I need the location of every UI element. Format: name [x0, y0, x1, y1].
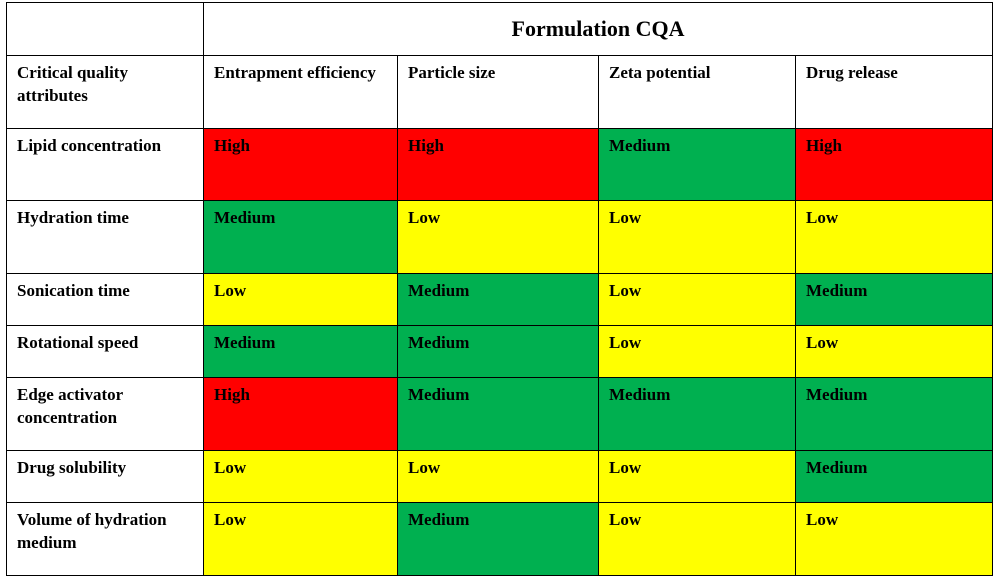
table-row: Rotational speed Medium Medium Low Low	[6, 325, 994, 378]
risk-cell: Medium	[794, 273, 994, 326]
corner-blank-cell	[6, 2, 204, 56]
risk-cell: High	[397, 128, 599, 201]
risk-cell: High	[203, 128, 398, 201]
risk-cell: Low	[794, 502, 994, 576]
table-row: Hydration time Medium Low Low Low	[6, 200, 994, 274]
risk-cell: Medium	[598, 128, 796, 201]
table-row: Edge activator concentration High Medium…	[6, 377, 994, 451]
table-title: Formulation CQA	[202, 2, 994, 56]
title-row: Formulation CQA	[6, 2, 994, 56]
risk-cell: Medium	[203, 200, 398, 274]
risk-cell: Medium	[794, 377, 994, 451]
table-row: Lipid concentration High High Medium Hig…	[6, 128, 994, 201]
column-header: Entrapment efficiency	[203, 55, 398, 129]
row-label: Sonication time	[6, 273, 204, 326]
table-row: Drug solubility Low Low Low Medium	[6, 450, 994, 503]
header-row: Critical quality attributes Entrapment e…	[6, 55, 994, 129]
risk-cell: Medium	[203, 325, 398, 378]
risk-cell: Low	[598, 273, 796, 326]
row-label: Hydration time	[6, 200, 204, 274]
risk-cell: Medium	[794, 450, 994, 503]
row-header-label: Critical quality attributes	[6, 55, 204, 129]
table-row: Volume of hydration medium Low Medium Lo…	[6, 502, 994, 576]
row-label: Edge activator concentration	[6, 377, 204, 451]
risk-cell: Medium	[397, 325, 599, 378]
risk-cell: High	[794, 128, 994, 201]
risk-cell: Low	[598, 325, 796, 378]
risk-cell: Low	[203, 273, 398, 326]
column-header: Drug release	[794, 55, 994, 129]
risk-assessment-table: Formulation CQA Critical quality attribu…	[6, 2, 994, 576]
risk-cell: Low	[203, 502, 398, 576]
risk-cell: Low	[794, 325, 994, 378]
risk-cell: Low	[397, 200, 599, 274]
risk-cell: Medium	[598, 377, 796, 451]
risk-cell: Medium	[397, 502, 599, 576]
risk-cell: High	[203, 377, 398, 451]
risk-cell: Low	[397, 450, 599, 503]
risk-cell: Low	[794, 200, 994, 274]
column-header: Particle size	[397, 55, 599, 129]
row-label: Drug solubility	[6, 450, 204, 503]
risk-cell: Low	[203, 450, 398, 503]
risk-cell: Medium	[397, 273, 599, 326]
table-row: Sonication time Low Medium Low Medium	[6, 273, 994, 326]
row-label: Rotational speed	[6, 325, 204, 378]
risk-cell: Low	[598, 502, 796, 576]
risk-cell: Low	[598, 450, 796, 503]
risk-cell: Medium	[397, 377, 599, 451]
row-label: Volume of hydration medium	[6, 502, 204, 576]
risk-cell: Low	[598, 200, 796, 274]
column-header: Zeta potential	[598, 55, 796, 129]
row-label: Lipid concentration	[6, 128, 204, 201]
